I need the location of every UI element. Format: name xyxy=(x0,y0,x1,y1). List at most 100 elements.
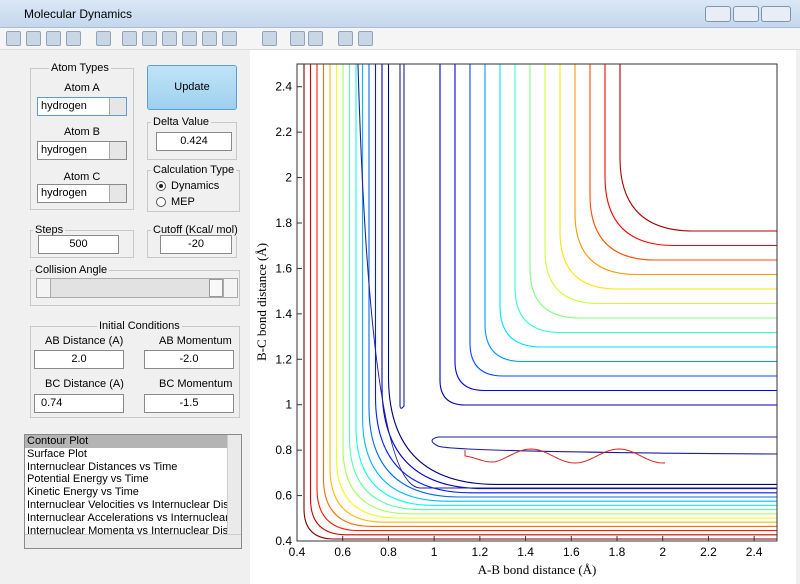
list-item[interactable]: Potential Energy vs Time xyxy=(27,473,149,486)
toolbar-button[interactable] xyxy=(290,31,305,46)
window-title: Molecular Dynamics xyxy=(24,7,133,21)
update-button[interactable]: Update xyxy=(147,65,237,110)
collision-angle-panel: Collision Angle xyxy=(30,264,240,306)
initial-conditions-panel: Initial Conditions AB Distance (A) 2.0 A… xyxy=(30,320,240,418)
toolbar-button[interactable] xyxy=(182,31,197,46)
contour-line xyxy=(574,64,777,276)
y-tick-label: 1 xyxy=(285,398,292,412)
slider-left-arrow[interactable] xyxy=(37,279,51,297)
maximize-button[interactable] xyxy=(733,6,759,22)
x-tick-label: 1.2 xyxy=(472,545,489,559)
contour-line xyxy=(469,64,777,377)
contour-line xyxy=(499,64,777,348)
list-item[interactable]: Internuclear Velocities vs Internuclear … xyxy=(27,499,228,511)
y-tick-label: 1.2 xyxy=(275,352,292,366)
field-label: BC Momentum xyxy=(159,378,233,390)
text-input[interactable]: -1.5 xyxy=(144,394,234,413)
text-input[interactable]: 0.74 xyxy=(34,394,124,413)
toolbar-button[interactable] xyxy=(26,31,41,46)
list-item[interactable]: Surface Plot xyxy=(27,447,87,460)
contour-line xyxy=(348,64,777,511)
toolbar-button[interactable] xyxy=(122,31,137,46)
horizontal-scrollbar[interactable] xyxy=(25,534,241,548)
x-tick-label: 1 xyxy=(431,545,438,559)
contour-line xyxy=(544,64,777,305)
contour-line xyxy=(589,64,777,261)
contour-line xyxy=(355,64,777,506)
toolbar-button[interactable] xyxy=(162,31,177,46)
contour-line xyxy=(619,64,777,232)
y-tick-label: 2.2 xyxy=(275,125,292,139)
y-tick-label: 1.8 xyxy=(275,216,292,230)
steps-panel: Steps 500 xyxy=(30,224,134,258)
toolbar-button[interactable] xyxy=(338,31,353,46)
text-input[interactable]: 0.424 xyxy=(156,132,232,151)
list-item[interactable]: Kinetic Energy vs Time xyxy=(27,486,139,499)
text-input[interactable]: 2.0 xyxy=(34,350,124,369)
slider-right-arrow[interactable] xyxy=(223,279,237,297)
toolbar-button[interactable] xyxy=(66,31,81,46)
list-item[interactable]: Internuclear Momenta vs Internuclear Dis… xyxy=(27,524,228,537)
axes-box xyxy=(296,63,778,542)
panel-title: Initial Conditions xyxy=(97,320,182,332)
toolbar-button[interactable] xyxy=(46,31,61,46)
toolbar-button[interactable] xyxy=(96,31,111,46)
list-item[interactable]: Contour Plot xyxy=(25,435,228,448)
radio-label: MEP xyxy=(171,196,195,208)
contour-line xyxy=(484,64,777,363)
toolbar-button[interactable] xyxy=(142,31,157,46)
text-input[interactable]: -20 xyxy=(160,235,232,254)
contour-line xyxy=(303,64,777,540)
x-axis-label: A-B bond distance (Å) xyxy=(478,562,597,577)
toolbar-button[interactable] xyxy=(202,31,217,46)
x-tick-label: 2.2 xyxy=(700,545,717,559)
contour-line xyxy=(309,64,777,536)
contour-line xyxy=(454,64,777,392)
radio-button[interactable] xyxy=(156,181,166,191)
y-tick-label: 2 xyxy=(285,171,292,185)
toolbar-button[interactable] xyxy=(358,31,373,46)
x-tick-label: 0.4 xyxy=(289,545,306,559)
field-label: Atom B xyxy=(63,126,101,138)
dropdown[interactable]: hydrogen xyxy=(37,141,127,160)
panel-title: Collision Angle xyxy=(33,264,110,276)
trajectory xyxy=(464,448,666,464)
y-tick-label: 2.4 xyxy=(275,80,292,94)
cutoff-panel: Cutoff (Kcal/ mol) -20 xyxy=(147,224,240,258)
vertical-scrollbar[interactable] xyxy=(227,435,241,535)
text-input[interactable]: 500 xyxy=(38,235,119,254)
dropdown[interactable]: hydrogen xyxy=(37,184,127,203)
x-tick-label: 1.6 xyxy=(563,545,580,559)
contour-line xyxy=(514,64,777,334)
calculation-type-panel: Calculation Type Dynamics MEP xyxy=(147,164,240,212)
contour-line xyxy=(399,64,405,409)
field-label: AB Momentum xyxy=(159,335,232,347)
toolbar-button[interactable] xyxy=(308,31,323,46)
y-tick-label: 0.8 xyxy=(275,443,292,457)
toolbar xyxy=(0,28,800,50)
list-item[interactable]: Internuclear Distances vs Time xyxy=(27,460,178,473)
list-item[interactable]: Internuclear Accelerations vs Internucle… xyxy=(27,511,228,524)
contour-line xyxy=(374,64,777,494)
y-tick-label: 0.6 xyxy=(275,489,292,503)
minimize-button[interactable] xyxy=(705,6,731,22)
contour-line xyxy=(559,64,777,290)
x-tick-label: 0.6 xyxy=(334,545,351,559)
toolbar-button[interactable] xyxy=(222,31,237,46)
plot-list: Contour Plot Surface Plot Internuclear Dis… xyxy=(24,434,242,549)
toolbar-button[interactable] xyxy=(262,31,277,46)
y-axis-label: B-C bond distance (Å) xyxy=(254,243,269,361)
title-bar: Molecular Dynamics xyxy=(0,0,800,28)
dropdown[interactable]: hydrogen xyxy=(37,97,127,116)
text-input[interactable]: -2.0 xyxy=(144,350,234,369)
contour-line xyxy=(357,63,777,489)
toolbar-button[interactable] xyxy=(6,31,21,46)
panel-title: Delta Value xyxy=(151,116,212,128)
slider[interactable] xyxy=(36,278,238,298)
slider-thumb[interactable] xyxy=(209,279,223,297)
radio-button[interactable] xyxy=(156,197,166,207)
contour-line xyxy=(342,64,777,515)
close-button[interactable] xyxy=(761,6,791,22)
